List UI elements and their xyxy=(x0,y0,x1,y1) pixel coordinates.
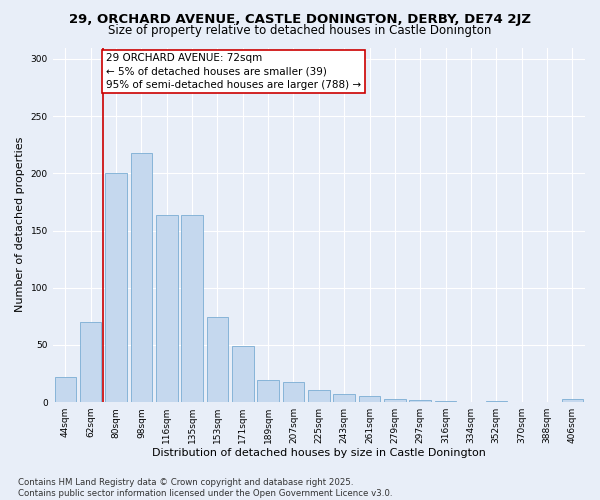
Bar xyxy=(283,382,304,402)
Bar xyxy=(232,346,254,402)
Bar xyxy=(409,400,431,402)
Bar xyxy=(131,152,152,402)
Y-axis label: Number of detached properties: Number of detached properties xyxy=(15,137,25,312)
Text: 29 ORCHARD AVENUE: 72sqm
← 5% of detached houses are smaller (39)
95% of semi-de: 29 ORCHARD AVENUE: 72sqm ← 5% of detache… xyxy=(106,53,361,90)
Bar xyxy=(206,318,228,402)
Bar xyxy=(80,322,101,402)
Bar xyxy=(156,214,178,402)
Bar xyxy=(257,380,279,402)
Bar xyxy=(562,398,583,402)
Bar xyxy=(55,377,76,402)
Bar xyxy=(485,401,507,402)
Bar xyxy=(308,390,329,402)
X-axis label: Distribution of detached houses by size in Castle Donington: Distribution of detached houses by size … xyxy=(152,448,486,458)
Text: Size of property relative to detached houses in Castle Donington: Size of property relative to detached ho… xyxy=(109,24,491,37)
Text: 29, ORCHARD AVENUE, CASTLE DONINGTON, DERBY, DE74 2JZ: 29, ORCHARD AVENUE, CASTLE DONINGTON, DE… xyxy=(69,12,531,26)
Bar xyxy=(359,396,380,402)
Text: Contains HM Land Registry data © Crown copyright and database right 2025.
Contai: Contains HM Land Registry data © Crown c… xyxy=(18,478,392,498)
Bar xyxy=(334,394,355,402)
Bar xyxy=(435,401,457,402)
Bar xyxy=(181,214,203,402)
Bar xyxy=(384,398,406,402)
Bar xyxy=(105,174,127,402)
